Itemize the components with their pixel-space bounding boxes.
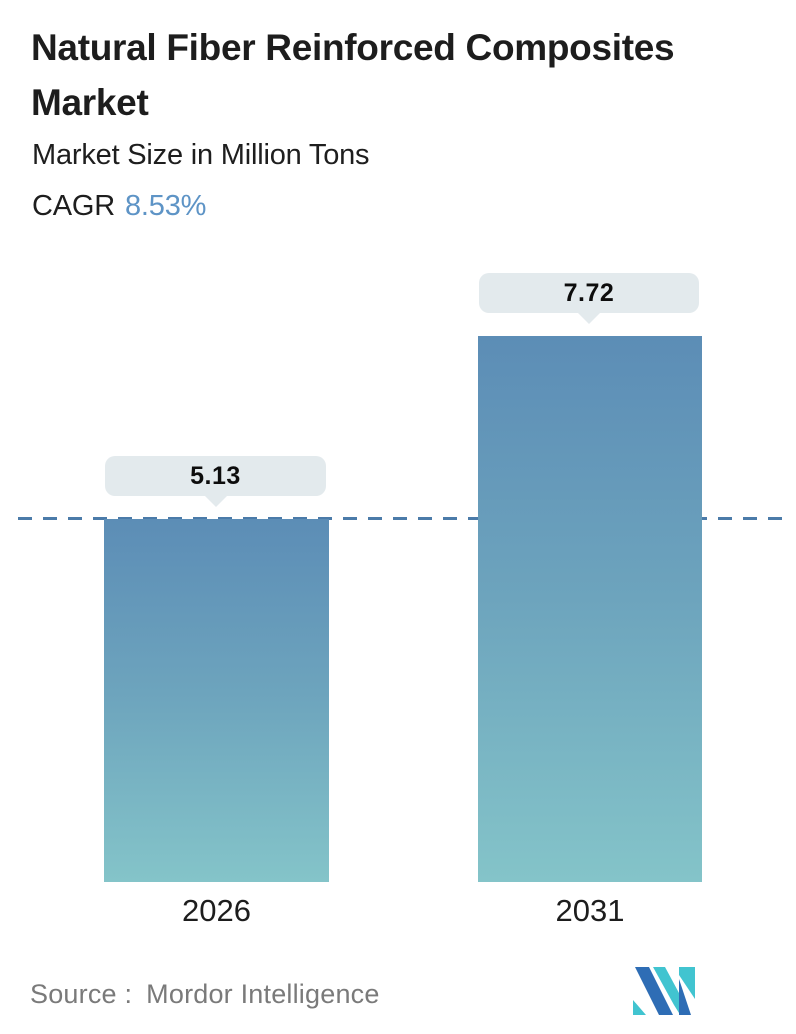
cagr-line: CAGR 8.53% [32, 190, 206, 223]
source-label: Source : [30, 979, 133, 1009]
bubble-pointer-icon [578, 313, 600, 324]
mordor-intelligence-logo [633, 967, 695, 1015]
bar-2031 [478, 336, 702, 882]
bubble-pointer-icon [204, 496, 227, 507]
source-attribution: Source : Mordor Intelligence [30, 979, 380, 1010]
chart-subtitle: Market Size in Million Tons [32, 139, 370, 171]
reference-dashed-line [18, 517, 782, 520]
cagr-value: 8.53% [125, 190, 207, 222]
page-title: Natural Fiber Reinforced Composites Mark… [31, 27, 675, 123]
bar-chart: 5.13 2026 7.72 2031 [0, 260, 796, 928]
cagr-label: CAGR [32, 190, 115, 222]
x-axis-label-2026: 2026 [182, 893, 251, 928]
bar-group-2031: 7.72 2031 [478, 260, 702, 928]
bar-group-2026: 5.13 2026 [104, 260, 329, 928]
value-label-bubble: 5.13 [105, 456, 326, 507]
value-label: 5.13 [190, 461, 241, 490]
bar-2026 [104, 519, 329, 882]
source-value: Mordor Intelligence [146, 979, 380, 1009]
x-axis-label-2031: 2031 [555, 893, 625, 928]
value-label: 7.72 [563, 278, 615, 307]
value-label-bubble: 7.72 [479, 273, 699, 324]
